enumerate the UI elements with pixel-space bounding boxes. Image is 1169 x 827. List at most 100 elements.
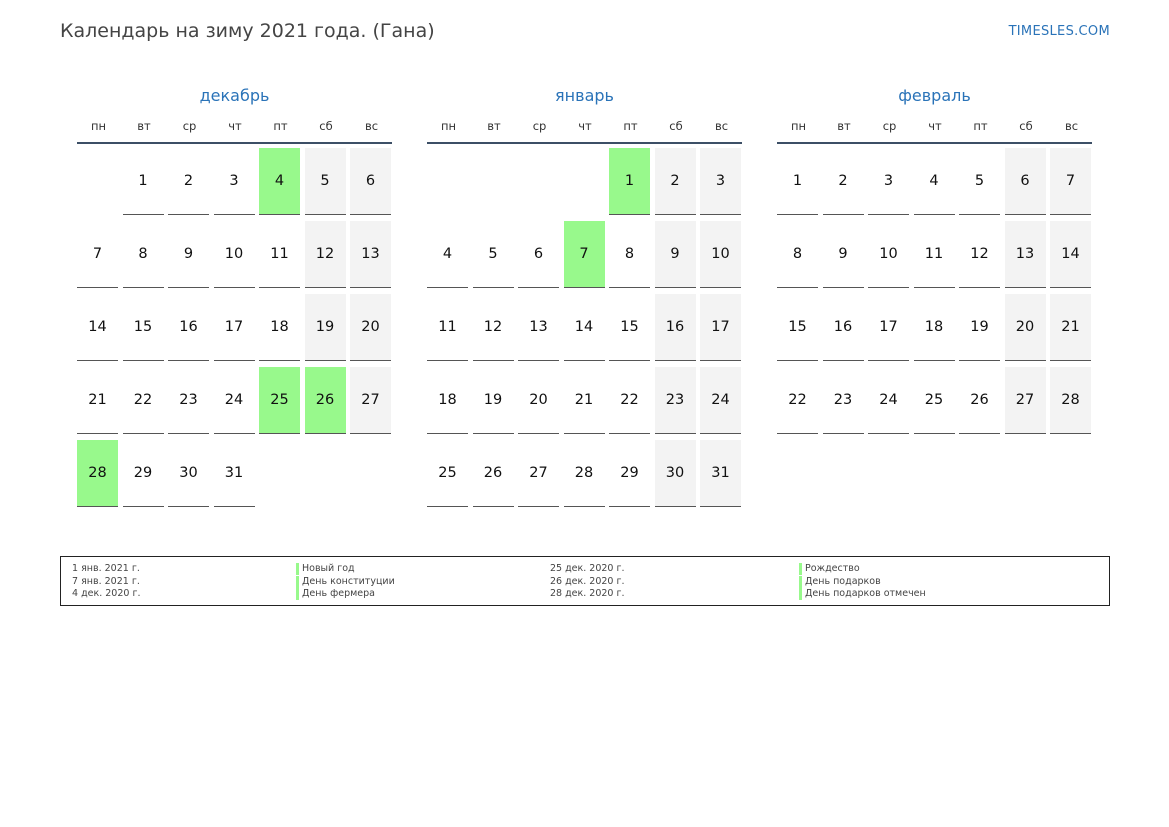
holiday-day-cell[interactable]: 7	[563, 221, 605, 288]
day-cell[interactable]: 24	[213, 367, 255, 434]
day-cell[interactable]: 17	[213, 294, 255, 361]
day-cell[interactable]: 5	[304, 148, 346, 215]
day-cell[interactable]: 11	[259, 221, 300, 288]
day-cell[interactable]: 24	[700, 367, 741, 434]
day-cell[interactable]: 16	[654, 294, 696, 361]
legend-holiday-label: День подарков	[805, 575, 881, 587]
day-cell[interactable]: 18	[913, 294, 955, 361]
day-cell[interactable]: 20	[350, 294, 391, 361]
day-cell[interactable]: 21	[77, 367, 118, 434]
day-cell[interactable]: 25	[913, 367, 955, 434]
day-cell[interactable]: 2	[822, 148, 864, 215]
day-cell[interactable]: 13	[1004, 221, 1046, 288]
day-cell[interactable]: 14	[1050, 221, 1091, 288]
day-cell[interactable]: 21	[563, 367, 605, 434]
holiday-day-cell[interactable]: 26	[304, 367, 346, 434]
day-cell[interactable]: 3	[213, 148, 255, 215]
day-cell[interactable]: 22	[777, 367, 818, 434]
day-cell[interactable]: 23	[168, 367, 209, 434]
day-cell[interactable]: 12	[304, 221, 346, 288]
day-cell[interactable]: 6	[518, 221, 559, 288]
day-cell[interactable]: 3	[700, 148, 741, 215]
day-cell[interactable]: 13	[518, 294, 559, 361]
day-cell[interactable]: 16	[822, 294, 864, 361]
day-cell[interactable]: 9	[168, 221, 209, 288]
month-1: декабрь пн вт ср чт пт сб вс 1 2 3 4 5 6 7 8 9 10 11 12 13 14…	[77, 84, 397, 507]
holiday-day-cell[interactable]: 25	[259, 367, 300, 434]
day-cell[interactable]: 8	[777, 221, 818, 288]
day-cell[interactable]: 30	[654, 440, 696, 507]
day-cell[interactable]: 4	[913, 148, 955, 215]
day-cell[interactable]: 12	[472, 294, 514, 361]
day-cell[interactable]: 8	[122, 221, 164, 288]
day-cell[interactable]: 31	[700, 440, 741, 507]
day-cell[interactable]: 11	[913, 221, 955, 288]
day-cell[interactable]: 14	[563, 294, 605, 361]
day-cell[interactable]: 13	[350, 221, 391, 288]
day-cell[interactable]: 26	[959, 367, 1000, 434]
day-cell[interactable]: 9	[654, 221, 696, 288]
day-cell[interactable]: 19	[304, 294, 346, 361]
day-cell[interactable]: 8	[609, 221, 650, 288]
legend-swatch	[799, 563, 802, 575]
day-cell[interactable]: 19	[959, 294, 1000, 361]
day-cell[interactable]: 16	[168, 294, 209, 361]
day-cell[interactable]: 31	[213, 440, 255, 507]
day-cell[interactable]: 28	[563, 440, 605, 507]
day-cell[interactable]: 15	[609, 294, 650, 361]
day-cell[interactable]: 7	[1050, 148, 1091, 215]
holiday-day-cell[interactable]: 4	[259, 148, 300, 215]
day-cell[interactable]: 9	[822, 221, 864, 288]
day-cell[interactable]: 4	[427, 221, 468, 288]
day-cell[interactable]: 15	[777, 294, 818, 361]
day-cell[interactable]: 7	[77, 221, 118, 288]
day-cell[interactable]: 18	[259, 294, 300, 361]
day-cell[interactable]: 29	[609, 440, 650, 507]
day-cell[interactable]: 24	[868, 367, 909, 434]
day-cell[interactable]: 20	[518, 367, 559, 434]
day-cell[interactable]: 6	[350, 148, 391, 215]
day-cell[interactable]: 11	[427, 294, 468, 361]
day-cell[interactable]: 29	[122, 440, 164, 507]
day-cell[interactable]: 5	[472, 221, 514, 288]
legend-swatch	[296, 588, 299, 600]
day-cell[interactable]: 21	[1050, 294, 1091, 361]
holiday-day-cell[interactable]: 1	[609, 148, 650, 215]
day-cell[interactable]: 23	[654, 367, 696, 434]
day-cell[interactable]: 23	[822, 367, 864, 434]
day-cell[interactable]: 25	[427, 440, 468, 507]
day-cell[interactable]: 12	[959, 221, 1000, 288]
day-cell[interactable]: 27	[350, 367, 391, 434]
day-cell[interactable]: 10	[868, 221, 909, 288]
day-cell[interactable]: 27	[518, 440, 559, 507]
site-link[interactable]: TIMESLES.COM	[1008, 24, 1110, 39]
day-cell[interactable]: 17	[700, 294, 741, 361]
day-cell[interactable]: 26	[472, 440, 514, 507]
day-cell[interactable]: 2	[168, 148, 209, 215]
day-cell[interactable]: 3	[868, 148, 909, 215]
day-cell[interactable]: 6	[1004, 148, 1046, 215]
legend-date: 7 янв. 2021 г.	[72, 575, 140, 587]
day-cell[interactable]: 10	[213, 221, 255, 288]
day-cell[interactable]: 10	[700, 221, 741, 288]
day-cell[interactable]: 19	[472, 367, 514, 434]
day-cell[interactable]: 22	[609, 367, 650, 434]
legend-holiday-label: День подарков отмечен	[805, 588, 926, 599]
holiday-day-cell[interactable]: 28	[77, 440, 118, 507]
day-cell[interactable]: 30	[168, 440, 209, 507]
day-cell[interactable]: 1	[122, 148, 164, 215]
day-cell[interactable]: 1	[777, 148, 818, 215]
day-cell[interactable]: 18	[427, 367, 468, 434]
day-cell[interactable]: 17	[868, 294, 909, 361]
day-cell[interactable]: 15	[122, 294, 164, 361]
day-cell[interactable]: 22	[122, 367, 164, 434]
header-rule	[777, 142, 1092, 144]
day-cell[interactable]: 27	[1004, 367, 1046, 434]
day-cell[interactable]: 14	[77, 294, 118, 361]
day-cell[interactable]: 28	[1050, 367, 1091, 434]
holiday-legend: 1 янв. 2021 г. Новый год 7 янв. 2021 г. Ден…	[60, 556, 1110, 606]
day-cell[interactable]: 2	[654, 148, 696, 215]
day-cell[interactable]: 20	[1004, 294, 1046, 361]
weekday-header: пн вт ср чт пт сб вс	[77, 118, 392, 142]
day-cell[interactable]: 5	[959, 148, 1000, 215]
